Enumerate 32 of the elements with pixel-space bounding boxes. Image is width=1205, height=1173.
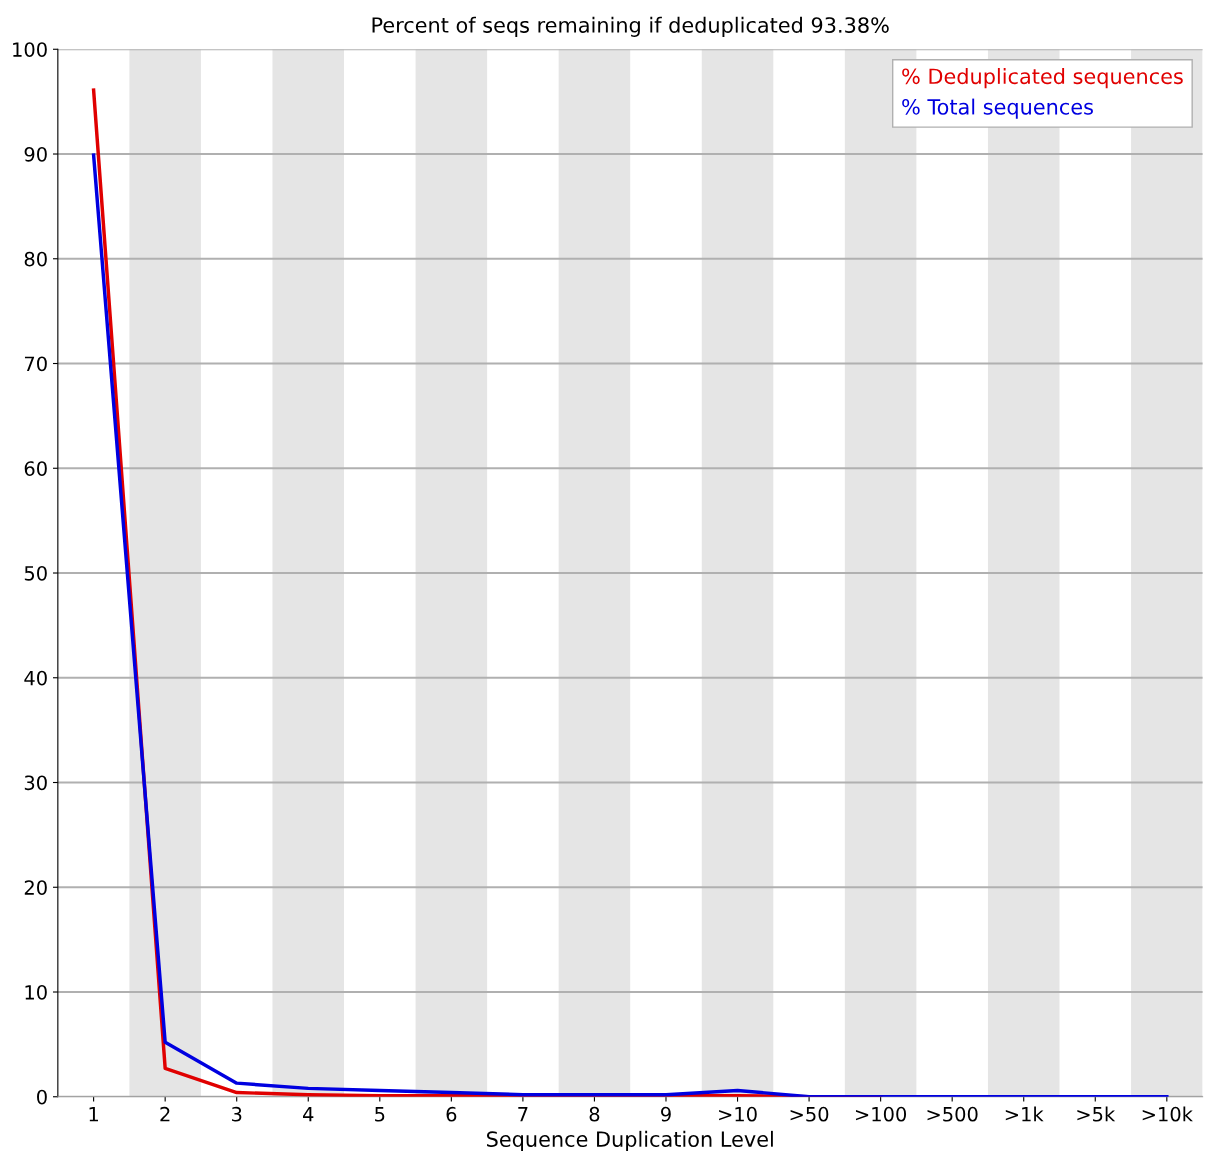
x-tick-label: >50: [790, 1106, 829, 1122]
y-tick-label: 50: [24, 565, 47, 581]
y-tick-label: 90: [24, 146, 47, 162]
y-tick-label: 70: [24, 356, 47, 372]
y-tick-label: 100: [13, 42, 47, 57]
y-tick-label: 60: [24, 461, 47, 476]
x-tick-label: 6: [446, 1106, 457, 1122]
x-tick-label: >10k: [1142, 1106, 1193, 1122]
x-tick-label: 4: [303, 1107, 314, 1122]
x-tick-label: 2: [160, 1106, 170, 1122]
x-tick-label: >1k: [1005, 1106, 1044, 1122]
x-tick-label: 3: [232, 1106, 242, 1122]
text: % Total sequences: [902, 98, 1093, 119]
y-tick-label: 20: [24, 880, 47, 895]
x-tick-label: >100: [855, 1106, 907, 1122]
x-axis-title: Sequence Duplication Level: [487, 1130, 773, 1152]
line-series: [91, 153, 1169, 1097]
y-tick-label: 30: [24, 775, 47, 791]
x-tick-label: 8: [589, 1106, 600, 1122]
x-tick-label: >500: [927, 1106, 978, 1122]
x-tick-label: 7: [518, 1107, 528, 1122]
text: % Deduplicated sequences: [902, 68, 1183, 89]
x-tick-label: 9: [661, 1106, 671, 1122]
x-tick-label: 1: [89, 1107, 98, 1122]
x-tick-label: >10: [719, 1106, 757, 1122]
y-tick-label: 10: [25, 984, 47, 1000]
chart-title: Percent of seqs remaining if deduplicated 93.38%: [372, 16, 889, 37]
x-tick-label: >5k: [1077, 1106, 1116, 1122]
y-tick-label: 80: [24, 251, 47, 267]
y-tick-label: 0: [37, 1089, 47, 1105]
y-tick-label: 40: [24, 670, 47, 686]
x-tick-label: 5: [375, 1107, 385, 1122]
